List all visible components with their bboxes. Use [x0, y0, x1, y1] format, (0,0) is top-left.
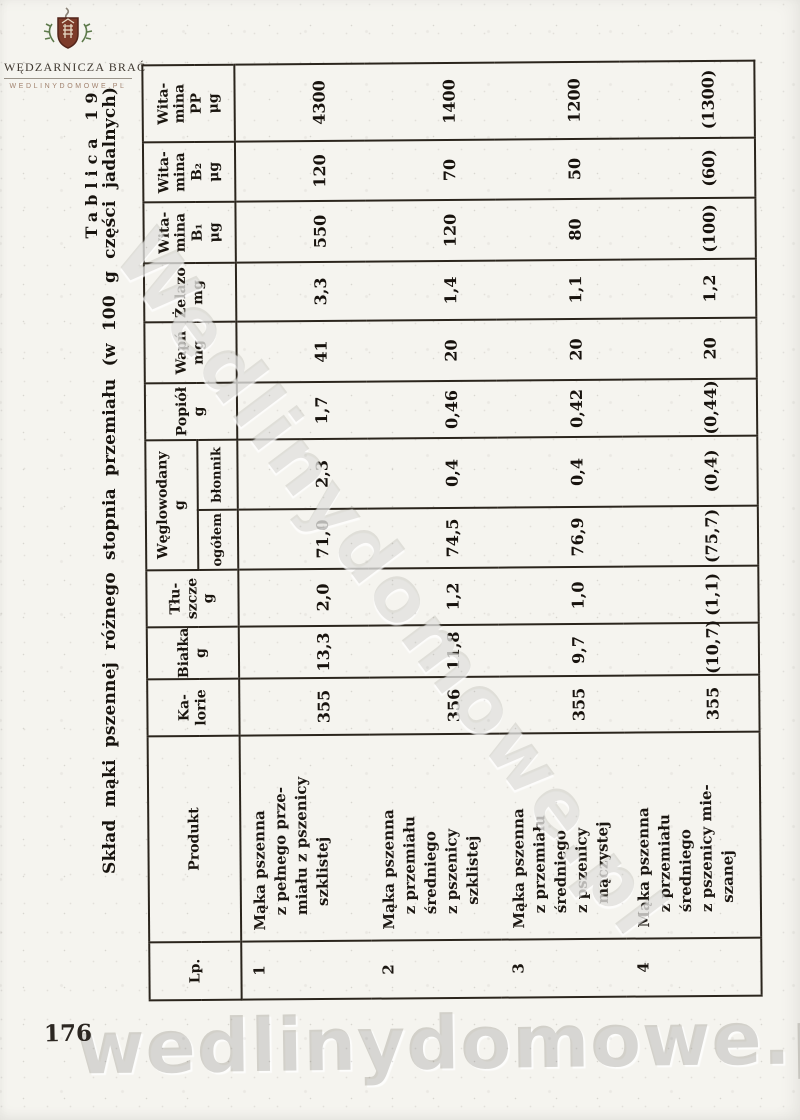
cell-zelazo: 3,3	[235, 261, 367, 322]
cell-bialka: 13,3	[238, 625, 370, 679]
logo-divider	[4, 78, 132, 79]
cell-bialka: 9,7	[498, 623, 625, 677]
cell-witamina-b2: 70	[364, 139, 496, 201]
table-number-label: Tablica 19	[82, 86, 101, 239]
cell-wapn: 20	[366, 319, 497, 382]
cell-wapn: 20	[621, 317, 757, 380]
cell-lp: 1	[241, 940, 372, 1000]
cell-produkt: Mąka pszenna z pełnego prze- miału z psz…	[239, 734, 372, 942]
cell-tluszcze: 1,0	[498, 566, 624, 625]
nutrition-table: Lp. Produkt Ka- lorie Białka g Tłu- szcz…	[141, 59, 763, 1002]
col-header-lp: Lp.	[149, 941, 242, 1001]
cell-bialka: (10,7)	[623, 620, 760, 676]
rotated-table-area: Lp. Produkt Ka- lorie Białka g Tłu- szcz…	[141, 59, 763, 1002]
col-header-tluszcze: Tłu- szcze g	[146, 569, 239, 628]
cell-popiol: 0,42	[496, 379, 623, 438]
subcol-header-blonnik: błonnik	[197, 439, 238, 510]
cell-witamina-pp: 1400	[364, 62, 495, 141]
cell-witamina-pp: 4300	[234, 63, 365, 142]
cell-popiol: 0,46	[366, 380, 498, 439]
page-number: 176	[43, 1019, 93, 1048]
cell-zelazo: 1,1	[495, 259, 622, 320]
smokehouse-crest-icon	[43, 7, 93, 49]
logo: WĘDZARNICZA BRAĆ WEDLINYDOMOWE.PL	[4, 6, 147, 90]
col-header-kalorie: Ka- lorie	[147, 678, 240, 737]
col-header-witamina-b2: Wita- mina B₂ μg	[142, 141, 236, 203]
cell-popiol: (0,44)	[621, 378, 758, 437]
cell-witamina-b2: 50	[494, 138, 621, 200]
cell-lp: 2	[371, 939, 502, 999]
cell-witamina-b1: 120	[365, 199, 496, 262]
cell-weglowodany-blonnik: 0,4	[367, 437, 498, 509]
col-header-produkt: Produkt	[147, 735, 242, 943]
cell-witamina-b1: (100)	[620, 197, 756, 260]
cell-wapn: 20	[496, 318, 622, 381]
cell-lp: 4	[626, 937, 762, 997]
cell-witamina-b1: 80	[495, 198, 621, 261]
cell-zelazo: 1,2	[620, 258, 757, 319]
cell-lp: 3	[501, 938, 627, 998]
subcol-header-ogolem: ogółem	[197, 509, 239, 570]
cell-kalorie: 355	[624, 674, 760, 733]
cell-witamina-pp: (1300)	[619, 60, 755, 139]
col-header-weglowodany: Węglowodany g	[145, 439, 199, 571]
watermark-bottom: wedlinydomowe.pl	[75, 994, 800, 1092]
logo-site-url: WEDLINYDOMOWE.PL	[9, 83, 127, 90]
cell-witamina-b1: 550	[235, 200, 366, 263]
cell-tluszcze: (1,1)	[623, 565, 759, 624]
cell-witamina-pp: 1200	[494, 61, 620, 140]
cell-weglowodany-blonnik: 0,4	[497, 436, 623, 508]
laurel-leaves-icon	[43, 23, 93, 43]
col-header-witamina-pp: Wita- mina PP μg	[142, 64, 235, 143]
cell-weglowodany-ogolem: 76,9	[497, 506, 624, 568]
smokehouse-icon	[61, 18, 75, 38]
cell-witamina-b2: 120	[234, 140, 366, 202]
cell-zelazo: 1,4	[365, 260, 497, 321]
cell-weglowodany-blonnik: (0,4)	[622, 435, 758, 507]
cell-weglowodany-ogolem: (75,7)	[622, 505, 759, 567]
cell-witamina-b2: (60)	[619, 137, 756, 199]
shield-icon	[57, 17, 79, 49]
logo-name: WĘDZARNICZA BRAĆ	[4, 60, 147, 74]
cell-kalorie: 355	[239, 677, 370, 736]
col-header-bialka: Białka g	[146, 626, 240, 680]
